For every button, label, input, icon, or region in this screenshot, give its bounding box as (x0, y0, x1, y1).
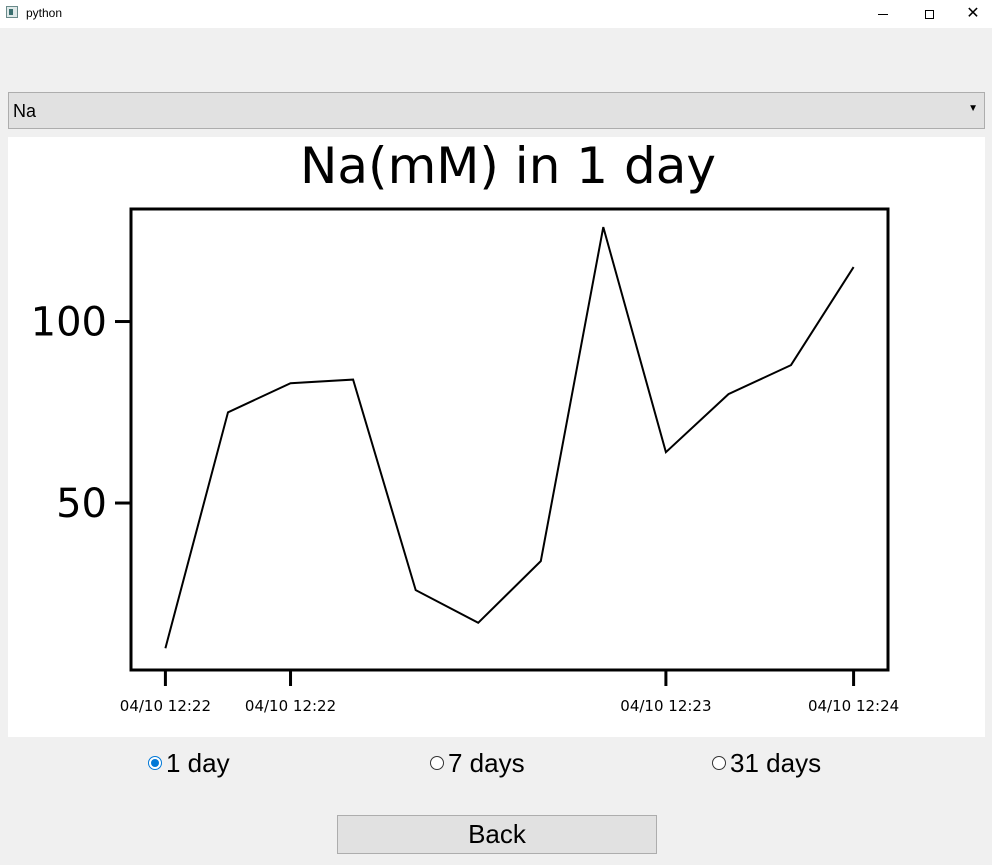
period-option-7-days[interactable]: 7 days (430, 748, 525, 778)
radio-31-days[interactable] (712, 756, 726, 770)
minimize-button[interactable] (860, 0, 906, 28)
maximize-button[interactable] (906, 0, 952, 28)
element-selector-dropdown[interactable]: Na ▼ (8, 92, 985, 129)
title-bar: python ✕ (0, 0, 992, 28)
period-label: 1 day (166, 747, 230, 778)
selected-element: Na (13, 101, 37, 121)
y-tick-label: 100 (31, 300, 107, 346)
chart-panel: Na(mM) in 1 day 50 100 04/10 12:22 04/10 12… (8, 137, 985, 737)
chart-title: Na(mM) in 1 day (300, 137, 716, 195)
back-button[interactable]: Back (337, 815, 657, 854)
period-option-1-day[interactable]: 1 day (148, 748, 230, 778)
y-tick-label: 50 (56, 481, 107, 527)
x-tick-label: 04/10 12:22 (245, 697, 336, 715)
x-tick-label: 04/10 12:23 (620, 697, 711, 715)
period-label: 31 days (730, 747, 822, 778)
chevron-down-icon: ▼ (968, 103, 978, 114)
plot-frame (129, 207, 890, 672)
x-tick-label: 04/10 12:22 (120, 697, 211, 715)
app-icon (6, 6, 18, 18)
period-label: 7 days (448, 747, 525, 778)
minimize-icon (878, 13, 888, 15)
radio-1-day[interactable] (148, 756, 162, 770)
line-chart: Na(mM) in 1 day 50 100 04/10 12:22 04/10 12… (31, 137, 900, 715)
x-tick-label: 04/10 12:24 (808, 697, 899, 715)
close-button[interactable]: ✕ (950, 0, 992, 28)
maximize-icon (924, 9, 934, 19)
series-line (164, 226, 855, 649)
period-option-31-days[interactable]: 31 days (712, 748, 821, 778)
close-icon: ✕ (966, 5, 980, 22)
radio-7-days[interactable] (430, 756, 444, 770)
window-title: python (26, 6, 63, 20)
